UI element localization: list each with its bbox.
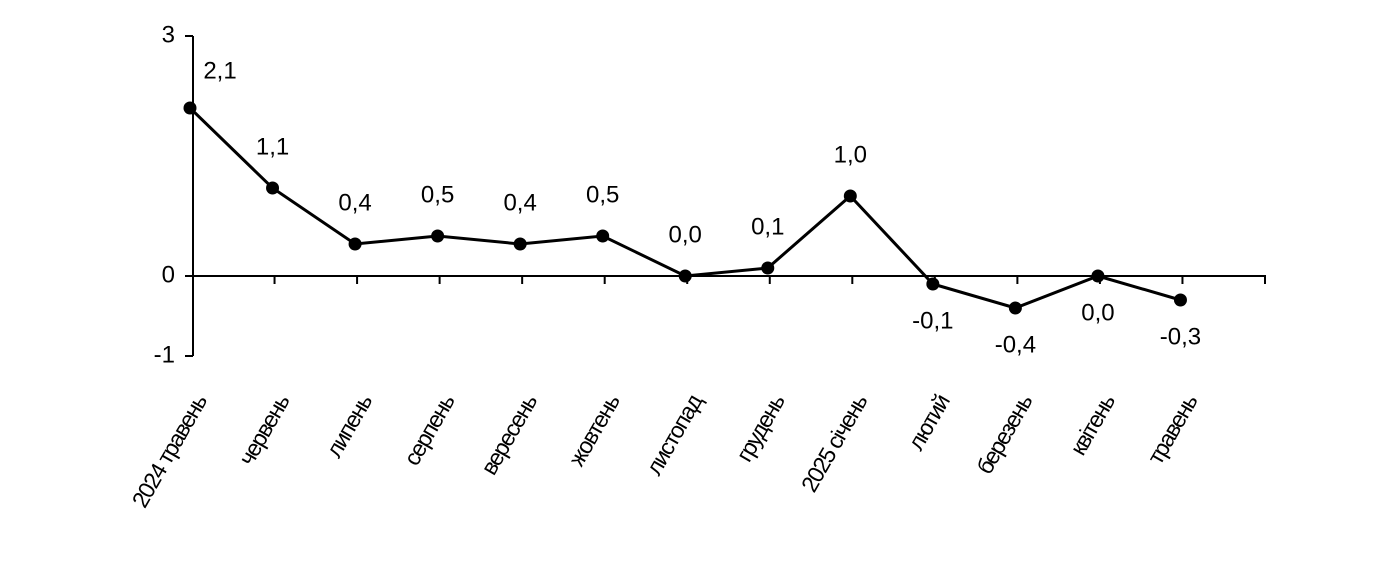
- data-point: [431, 229, 445, 243]
- data-point: [1008, 301, 1022, 315]
- data-label: 1,1: [256, 133, 289, 160]
- x-tick-label: червень: [233, 389, 295, 470]
- data-label: 0,4: [338, 189, 371, 216]
- x-tick-label: вересень: [476, 389, 543, 479]
- x-tick-label: грудень: [731, 389, 790, 466]
- data-point: [843, 189, 857, 203]
- data-point: [348, 237, 362, 251]
- data-label: 0,5: [421, 181, 454, 208]
- y-tick-label: -1: [154, 341, 175, 368]
- data-label: 0,5: [586, 181, 619, 208]
- x-tick-label: травень: [1142, 389, 1203, 468]
- x-tick-label: липень: [321, 389, 378, 462]
- x-tick-label: березень: [971, 389, 1038, 478]
- x-tick-label: листопад: [641, 389, 708, 480]
- data-point: [266, 181, 280, 195]
- x-tick-label: серпень: [398, 389, 460, 470]
- data-label: -0,4: [995, 331, 1036, 358]
- data-point: [1173, 293, 1187, 307]
- y-tick-label: 3: [162, 21, 175, 48]
- data-point: [678, 269, 692, 283]
- data-label: 0,4: [503, 189, 536, 216]
- data-label: 0,1: [751, 213, 784, 240]
- x-tick-label: 2024 травень: [127, 389, 213, 512]
- data-point: [596, 229, 610, 243]
- data-point: [761, 261, 775, 275]
- data-label: -0,3: [1160, 323, 1201, 350]
- data-label: 2,1: [203, 57, 236, 84]
- x-tick-label: жовтень: [563, 389, 625, 470]
- x-tick-label: квітень: [1065, 389, 1121, 459]
- x-tick-label: лютий: [902, 390, 954, 455]
- y-tick-label: 0: [162, 261, 175, 288]
- data-point: [513, 237, 527, 251]
- data-point: [1091, 269, 1105, 283]
- data-point: [926, 277, 940, 291]
- x-tick-label: 2025 січень: [796, 389, 873, 496]
- data-label: 1,0: [834, 141, 867, 168]
- data-label: 0,0: [669, 221, 702, 248]
- data-label: -0,1: [912, 307, 953, 334]
- data-point: [183, 101, 197, 115]
- data-label: 0,0: [1081, 299, 1114, 326]
